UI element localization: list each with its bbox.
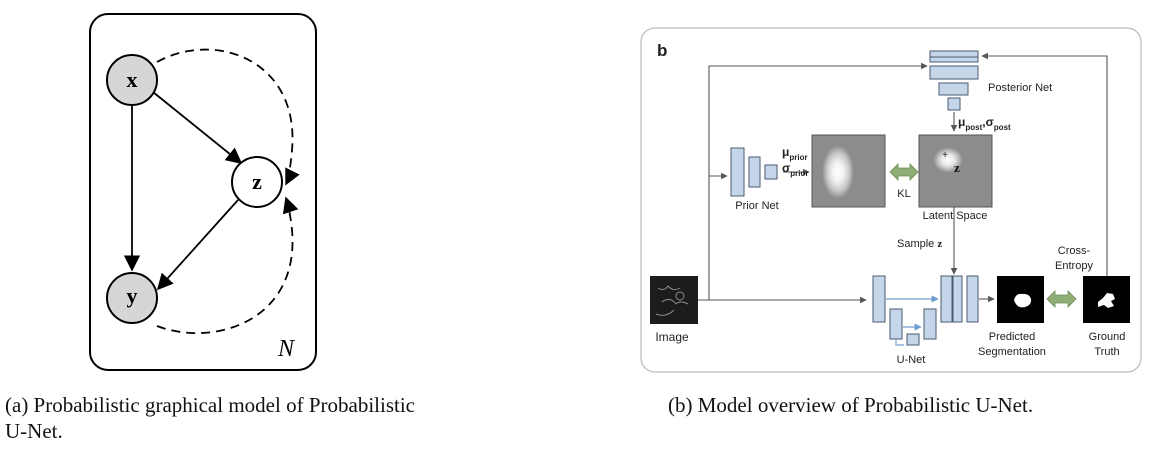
unet-bottleneck [906,333,920,346]
plate-box [89,13,317,371]
kl-label: KL [897,188,910,200]
unet-label: U-Net [897,354,926,366]
unet-dec-2 [923,308,937,340]
cross-entropy-arrow [1046,290,1077,308]
node-x-label: x [127,67,138,92]
predicted-label-2: Segmentation [978,346,1046,358]
unet-dec-1 [940,275,953,323]
latent-space-label: Latent Space [923,210,988,222]
ground-truth-label-1: Ground [1089,331,1126,343]
unet-down [895,339,904,346]
ground-truth-label-2: Truth [1094,346,1119,358]
node-z-label: z [252,169,262,194]
plate-label: N [277,336,296,362]
unet-latent-concat [952,275,963,323]
model-overview: b Image Prior Net μprior σprior KL + z L… [640,27,1142,373]
graphical-model: x z y N [89,13,317,371]
posterior-net-block-1b [929,56,979,63]
image-label: Image [655,330,689,344]
node-y [106,272,158,324]
prior-net-block-3 [764,164,778,180]
posterior-net-block-2 [929,65,979,80]
prior-net-block-1 [730,147,745,197]
prior-net-block-2 [748,156,761,188]
predicted-blob [1014,293,1032,308]
posterior-net-block-3 [938,82,969,96]
latent-space-blob [933,147,963,173]
unet-output-conv [966,275,979,323]
input-image-texture [655,285,689,316]
node-y-label: y [127,283,138,308]
mu-sigma-post: μpost,σpost [958,115,1011,132]
node-x [106,54,158,106]
edge-x-to-z [152,91,243,165]
unet-enc-1 [872,275,886,323]
cross-entropy-label-1: Cross- [1058,245,1091,257]
dashed-arc-x-to-z [156,48,300,186]
posterior-net-block-4 [947,97,961,111]
sample-z-label: Sample z [897,238,942,250]
node-z [231,156,283,208]
posterior-net-block-1 [929,50,979,58]
panel-letter: b [657,41,667,60]
prior-net-label: Prior Net [735,200,778,212]
cross-entropy-label-2: Entropy [1055,260,1093,272]
predicted-label-1: Predicted [989,331,1035,343]
prior-distribution-blob [822,145,854,199]
latent-z-label: z [954,160,960,175]
sigma-prior: σprior [782,161,808,178]
ground-truth-blob [1098,293,1115,308]
caption-b: (b) Model overview of Probabilistic U-Ne… [668,393,1034,417]
posterior-net-label: Posterior Net [988,82,1052,94]
flow-gt-to-posterior [981,52,1108,276]
mu-prior: μprior [782,145,808,162]
input-image [650,276,698,324]
kl-arrow [889,163,919,181]
latent-sample-marker: + [942,150,948,161]
caption-a: (a) Probabilistic graphical model of Pro… [5,393,415,443]
edge-z-to-y [156,199,239,291]
unet-enc-2 [889,308,903,340]
dashed-arc-y-to-z [156,196,299,334]
